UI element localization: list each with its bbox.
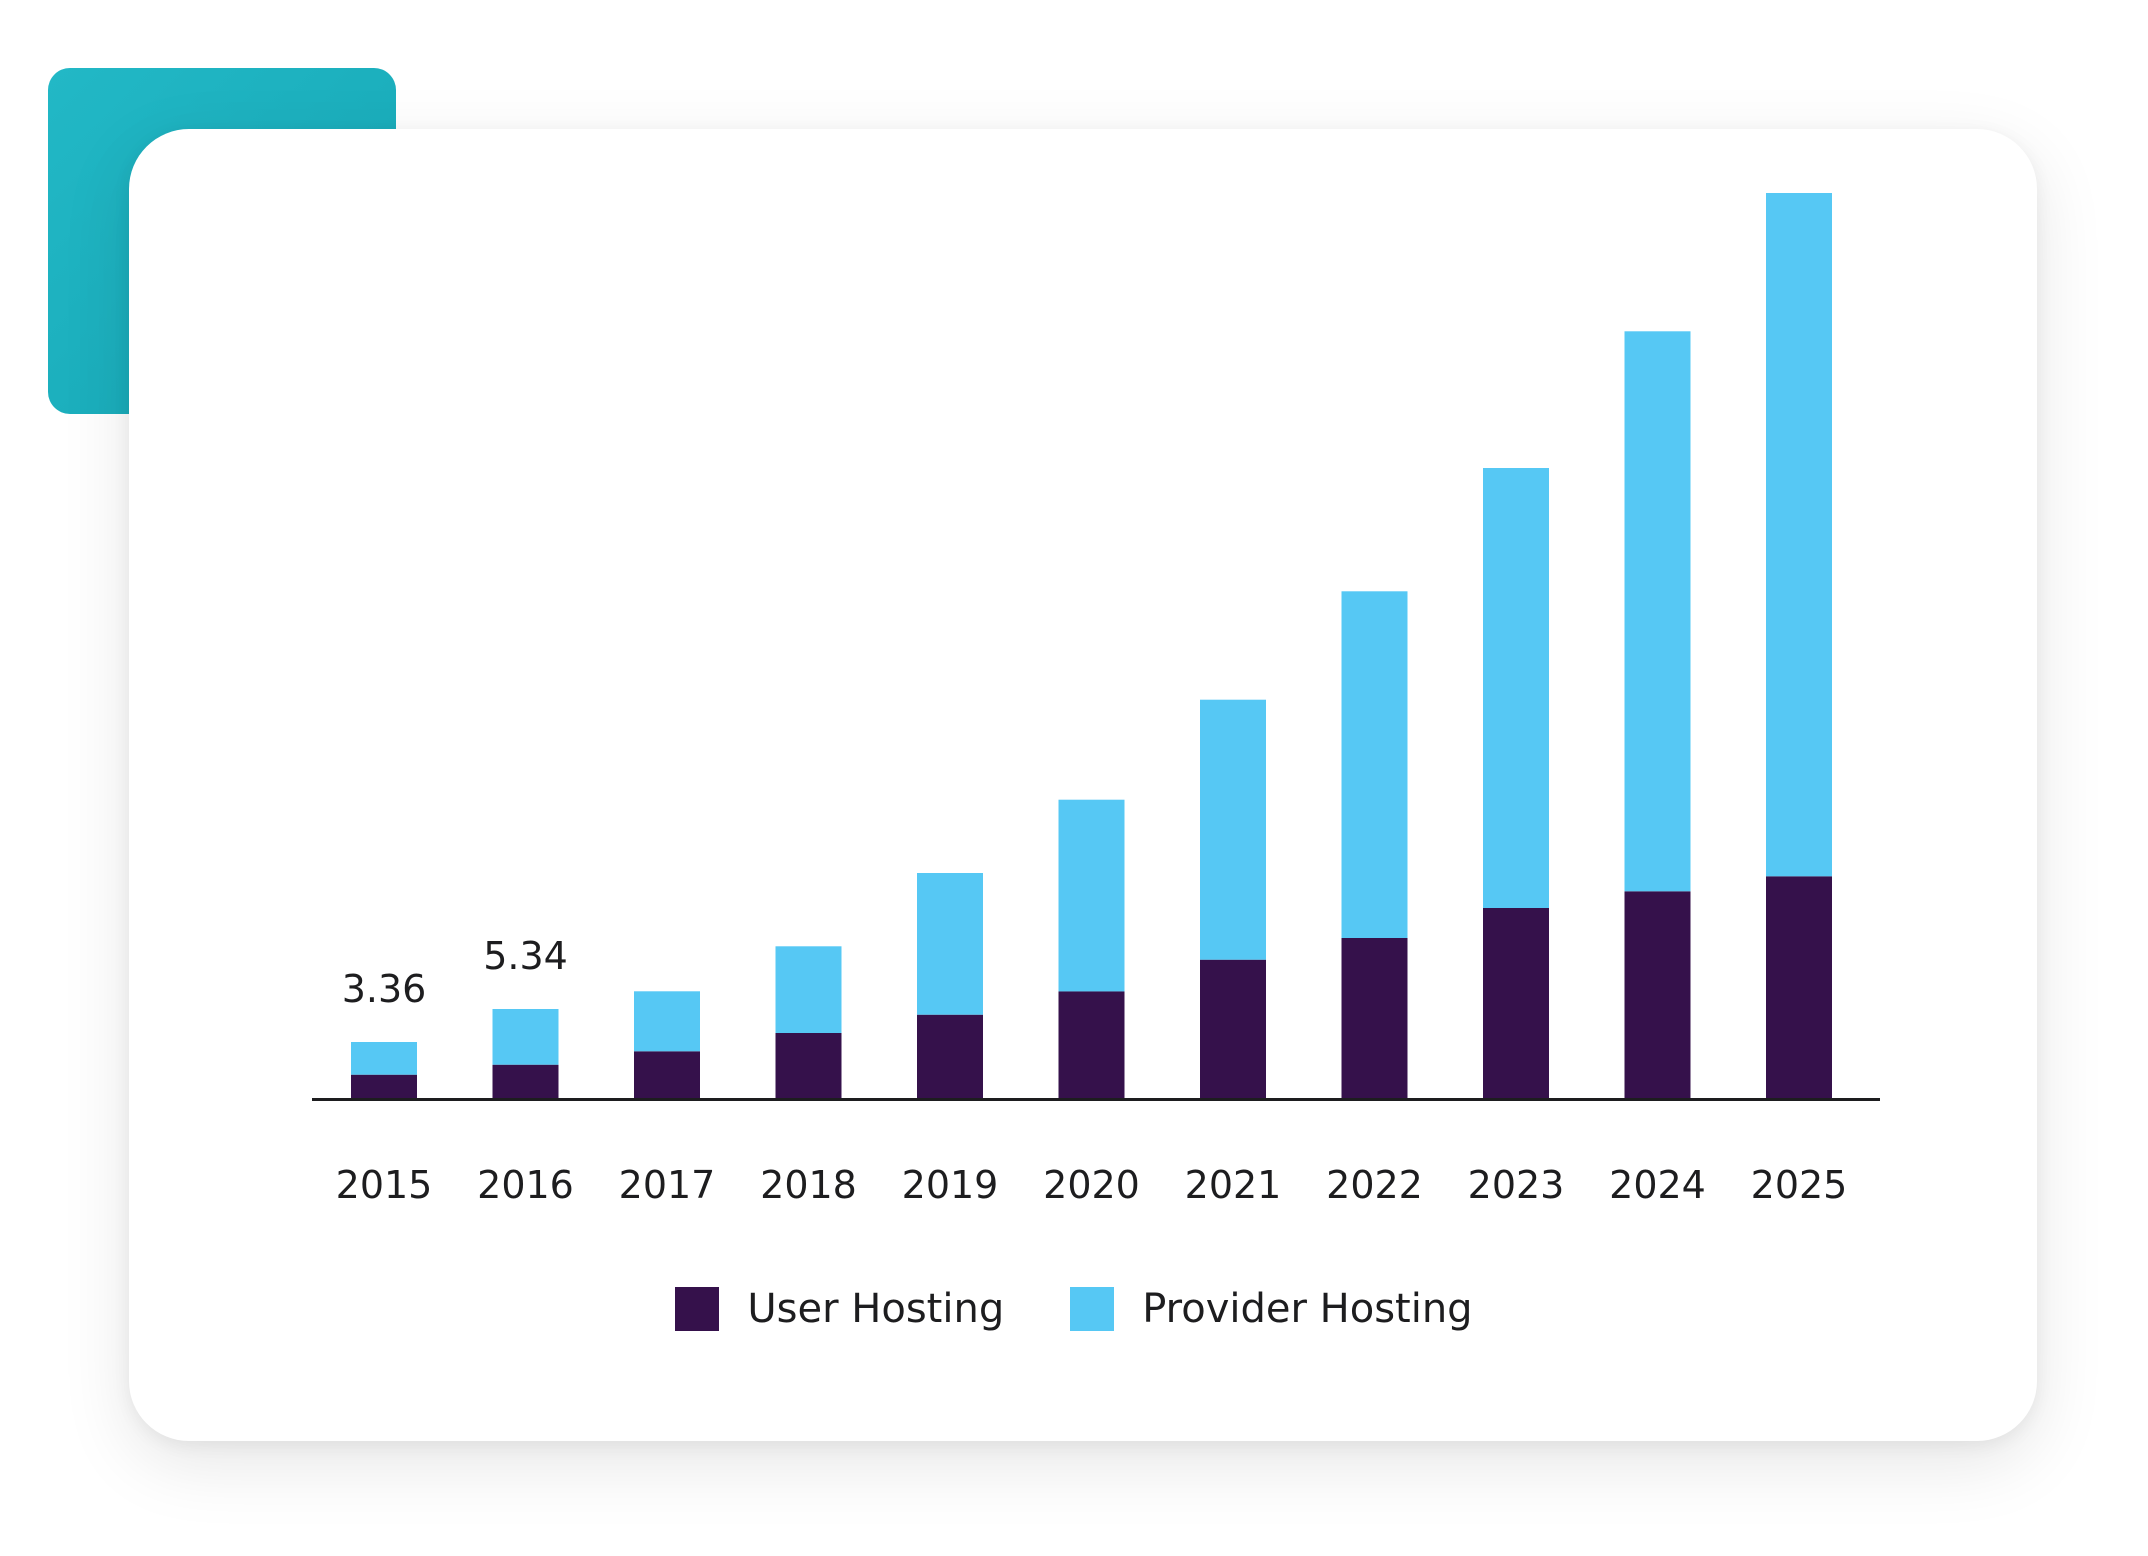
bar-provider-hosting-2025	[1766, 193, 1832, 877]
bar-provider-hosting-2020	[1058, 799, 1125, 992]
x-tick-label-2021: 2021	[1185, 1163, 1282, 1207]
bar-provider-hosting-2021	[1200, 699, 1266, 960]
data-label-2015: 3.36	[342, 967, 427, 1011]
bar-provider-hosting-2022	[1341, 591, 1408, 938]
data-label-group: 3.36 5.34	[342, 934, 568, 1011]
legend-item-provider-hosting: Provider Hosting	[1070, 1286, 1473, 1332]
x-tick-label-2017: 2017	[619, 1163, 716, 1207]
x-tick-label-2019: 2019	[902, 1163, 999, 1207]
bar-user-hosting-2016	[492, 1064, 559, 1098]
bar-provider-hosting-2018	[775, 946, 842, 1033]
legend-label-provider-hosting: Provider Hosting	[1142, 1286, 1473, 1332]
data-label-2016: 5.34	[483, 934, 568, 978]
x-tick-label-2023: 2023	[1468, 1163, 1565, 1207]
bar-user-hosting-2021	[1200, 959, 1266, 1098]
x-tick-label-2016: 2016	[477, 1163, 574, 1207]
bar-user-hosting-2019	[917, 1014, 983, 1098]
bar-provider-hosting-2017	[634, 991, 700, 1052]
bar-provider-hosting-2015	[351, 1042, 417, 1075]
x-tick-label-2018: 2018	[760, 1163, 857, 1207]
x-tick-label-2020: 2020	[1043, 1163, 1140, 1207]
legend: User Hosting Provider Hosting	[0, 1286, 2148, 1332]
bar-group	[351, 193, 1832, 1098]
bar-provider-hosting-2024	[1624, 331, 1691, 892]
legend-swatch-provider-hosting	[1070, 1287, 1115, 1331]
bar-provider-hosting-2016	[492, 1009, 559, 1065]
x-tick-label-2025: 2025	[1751, 1163, 1848, 1207]
bar-user-hosting-2017	[634, 1051, 700, 1098]
chart-card	[129, 129, 2037, 1441]
bar-provider-hosting-2023	[1483, 468, 1549, 908]
bar-user-hosting-2020	[1058, 991, 1125, 1098]
x-tick-label-2015: 2015	[336, 1163, 433, 1207]
x-tick-label-2022: 2022	[1326, 1163, 1423, 1207]
bar-provider-hosting-2019	[917, 873, 983, 1015]
bar-user-hosting-2022	[1341, 938, 1408, 1098]
bar-user-hosting-2018	[775, 1033, 842, 1098]
x-tick-label-2024: 2024	[1609, 1163, 1706, 1207]
bar-user-hosting-2023	[1483, 908, 1549, 1098]
bar-user-hosting-2015	[351, 1074, 417, 1098]
bar-user-hosting-2024	[1624, 891, 1691, 1098]
bar-user-hosting-2025	[1766, 876, 1832, 1098]
legend-label-user-hosting: User Hosting	[747, 1286, 1005, 1332]
legend-swatch-user-hosting	[675, 1287, 720, 1331]
x-tick-label-group: 2015 2016 2017 2018 2019 2020 2021 2022 2023 2024…	[336, 1163, 1848, 1207]
legend-item-user-hosting: User Hosting	[675, 1286, 1004, 1332]
